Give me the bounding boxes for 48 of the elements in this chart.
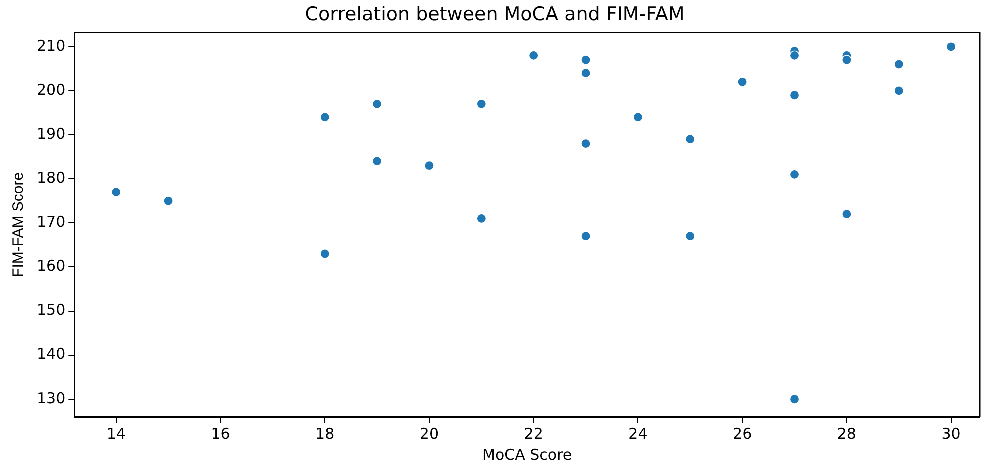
point [790, 394, 800, 404]
point [790, 90, 800, 100]
point [842, 55, 852, 66]
y-tick-label: 160 [36, 257, 66, 276]
x-tick-label: 30 [942, 424, 961, 443]
point [738, 77, 748, 88]
y-tick-label: 190 [36, 124, 66, 143]
point [372, 99, 382, 110]
point [790, 50, 800, 61]
point [633, 112, 644, 122]
point [685, 134, 696, 144]
point [111, 187, 122, 198]
y-axis-title: FIM-FAM Score [10, 172, 28, 278]
x-tick-label: 24 [628, 424, 648, 443]
x-tick-label: 18 [316, 424, 335, 443]
x-tick-label: 16 [211, 424, 230, 443]
point [894, 86, 904, 96]
y-tick-label: 210 [36, 36, 66, 55]
point [790, 170, 800, 180]
x-tick-label: 20 [420, 424, 440, 443]
x-axis-title: MoCA Score [482, 446, 572, 464]
point [164, 196, 174, 206]
point [581, 231, 592, 242]
point [372, 156, 382, 166]
y-tick-label: 130 [36, 389, 66, 408]
y-tick-label: 150 [36, 301, 66, 320]
point [320, 248, 330, 259]
point [581, 138, 592, 149]
point [685, 231, 696, 242]
y-tick-label: 200 [36, 80, 66, 99]
y-tick-label: 170 [36, 213, 66, 232]
x-tick-label: 22 [524, 424, 544, 443]
point [581, 68, 592, 78]
point [894, 60, 904, 70]
x-tick-label: 26 [733, 424, 752, 443]
point [528, 50, 539, 61]
y-tick-label: 180 [36, 168, 66, 187]
point [476, 99, 487, 110]
point [424, 160, 434, 171]
point [476, 214, 487, 224]
point [842, 209, 852, 220]
point [581, 55, 592, 66]
x-tick-label: 28 [837, 424, 856, 443]
y-tick-label: 140 [36, 345, 66, 364]
chart-title: Correlation between MoCA and FIM-FAM [305, 3, 685, 26]
point [946, 42, 956, 52]
x-tick-label: 14 [106, 424, 126, 443]
point [320, 112, 330, 122]
